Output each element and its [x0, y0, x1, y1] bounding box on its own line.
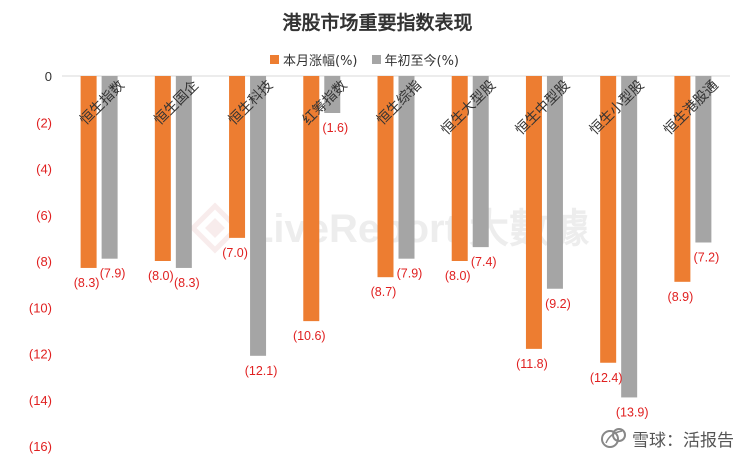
- bar-monthly: [229, 76, 246, 238]
- bar-ytd: [621, 76, 638, 398]
- legend-item-ytd: 年初至今(%): [371, 50, 460, 69]
- bar-ytd: [250, 76, 267, 356]
- bar-monthly: [451, 76, 468, 261]
- data-label-ytd: (1.6): [322, 121, 348, 135]
- bar-monthly: [303, 76, 320, 322]
- data-label-monthly: (8.9): [668, 290, 694, 304]
- bar-ytd: [546, 76, 563, 289]
- legend-label-monthly: 本月涨幅(%): [283, 54, 358, 69]
- y-tick-label: (4): [36, 162, 52, 177]
- y-tick-label: (6): [36, 208, 52, 223]
- data-label-monthly: (8.7): [371, 285, 397, 299]
- bar-ytd: [472, 76, 489, 248]
- bar-monthly: [80, 76, 97, 268]
- data-label-ytd: (7.2): [694, 251, 720, 265]
- legend: 本月涨幅(%) 年初至今(%): [270, 50, 473, 69]
- category-label: 恒生大型股: [438, 78, 499, 139]
- data-label-ytd: (7.4): [471, 255, 497, 269]
- data-label-monthly: (12.4): [590, 371, 623, 385]
- bar-monthly: [154, 76, 171, 261]
- data-label-monthly: (8.0): [148, 269, 174, 283]
- bar-monthly: [674, 76, 691, 282]
- y-tick-label: (16): [29, 439, 52, 454]
- category-label: 恒生中型股: [512, 78, 573, 139]
- data-label-ytd: (9.2): [545, 297, 571, 311]
- y-tick-label: (12): [29, 347, 52, 362]
- bar-ytd: [324, 76, 341, 113]
- data-label-ytd: (13.9): [616, 405, 649, 419]
- category-label: 恒生港股通: [661, 78, 722, 139]
- bar-monthly: [525, 76, 542, 349]
- bar-ytd: [175, 76, 192, 268]
- bar-monthly: [377, 76, 394, 278]
- data-label-ytd: (8.3): [174, 276, 200, 290]
- category-label: 恒生小型股: [587, 78, 648, 139]
- y-tick-label: 0: [45, 69, 52, 84]
- y-tick-label: (14): [29, 393, 52, 408]
- data-label-ytd: (7.9): [100, 267, 126, 281]
- y-tick-label: (10): [29, 300, 52, 315]
- data-label-monthly: (10.6): [293, 329, 326, 343]
- snowball-logo-icon: [601, 428, 626, 448]
- chart-title: 港股市场重要指数表现: [282, 12, 473, 34]
- data-label-monthly: (8.0): [445, 269, 471, 283]
- legend-swatch-monthly: [270, 55, 279, 64]
- data-label-monthly: (7.0): [222, 246, 248, 260]
- legend-swatch-ytd: [371, 55, 381, 64]
- data-label-monthly: (8.3): [74, 276, 100, 290]
- data-label-ytd: (7.9): [397, 267, 423, 281]
- data-label-monthly: (11.8): [516, 357, 548, 371]
- legend-label-ytd: 年初至今(%): [384, 54, 460, 69]
- bar-ytd: [695, 76, 712, 243]
- y-tick-label: (8): [36, 254, 52, 269]
- corner-watermark-text: 雪球：活报告: [632, 431, 734, 451]
- bar-ytd: [398, 76, 415, 259]
- data-label-ytd: (12.1): [245, 364, 278, 378]
- bar-ytd: [101, 76, 118, 259]
- bar-monthly: [600, 76, 617, 363]
- legend-item-monthly: 本月涨幅(%): [270, 50, 358, 69]
- y-tick-label: (2): [36, 115, 52, 130]
